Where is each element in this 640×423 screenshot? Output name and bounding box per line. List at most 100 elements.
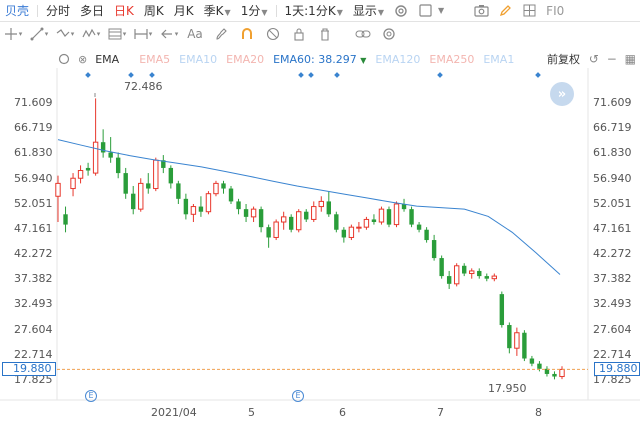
minus-icon[interactable]: − bbox=[606, 52, 617, 66]
candle[interactable] bbox=[477, 270, 482, 277]
candle[interactable] bbox=[393, 203, 400, 226]
event-marker[interactable] bbox=[535, 72, 541, 78]
grid-icon[interactable]: ▦ bbox=[624, 52, 636, 66]
candle[interactable] bbox=[70, 177, 76, 190]
candle[interactable] bbox=[469, 270, 475, 275]
pencil-icon[interactable] bbox=[496, 2, 514, 20]
candle[interactable] bbox=[334, 214, 339, 230]
candle[interactable] bbox=[115, 157, 121, 174]
lock-icon[interactable] bbox=[288, 24, 310, 44]
candle[interactable] bbox=[273, 221, 279, 238]
candle[interactable] bbox=[514, 332, 520, 349]
candle[interactable] bbox=[529, 358, 535, 364]
candle[interactable] bbox=[85, 167, 91, 171]
candle[interactable] bbox=[341, 229, 347, 238]
candle[interactable] bbox=[92, 141, 99, 174]
candle[interactable] bbox=[138, 182, 144, 210]
candle[interactable] bbox=[213, 182, 219, 195]
indicator-settings-icon[interactable] bbox=[58, 53, 72, 65]
text-tool-icon[interactable]: Aa bbox=[187, 27, 203, 41]
candle[interactable] bbox=[190, 206, 197, 215]
brush-tool-icon[interactable] bbox=[210, 24, 232, 44]
link-icon[interactable] bbox=[352, 24, 374, 44]
event-marker[interactable] bbox=[149, 72, 155, 78]
chart-svg[interactable] bbox=[0, 68, 640, 423]
candle[interactable] bbox=[176, 183, 181, 199]
eye-icon[interactable] bbox=[262, 24, 284, 44]
period-multiday[interactable]: 多日 bbox=[80, 4, 105, 18]
candle[interactable] bbox=[168, 167, 174, 184]
candle[interactable] bbox=[296, 211, 302, 231]
settings-icon[interactable] bbox=[378, 24, 400, 44]
candle[interactable] bbox=[446, 276, 452, 284]
event-marker[interactable] bbox=[128, 72, 134, 78]
candle[interactable] bbox=[371, 219, 377, 223]
checkbox-icon[interactable] bbox=[416, 2, 434, 20]
range-tool-icon[interactable]: ▾ bbox=[132, 24, 154, 44]
candlestick-chart[interactable]: 71.609 66.719 61.830 56.940 52.051 47.161 42.2… bbox=[0, 68, 640, 423]
wave-tool-icon[interactable]: ▾ bbox=[80, 24, 102, 44]
candle[interactable] bbox=[363, 218, 370, 228]
period-quarterly-k[interactable]: 季K▼ bbox=[199, 2, 236, 19]
candle[interactable] bbox=[221, 183, 226, 189]
event-marker[interactable] bbox=[308, 72, 314, 78]
candle[interactable] bbox=[108, 152, 113, 158]
indicator-name[interactable]: EMA bbox=[95, 52, 120, 66]
candle[interactable] bbox=[77, 170, 84, 179]
event-marker[interactable] bbox=[298, 72, 304, 78]
candle[interactable] bbox=[431, 240, 437, 259]
adjust-mode[interactable]: 前复权 bbox=[547, 53, 580, 66]
candle[interactable] bbox=[507, 325, 512, 349]
candle[interactable] bbox=[544, 368, 550, 374]
candle[interactable] bbox=[266, 227, 271, 238]
gear-icon[interactable] bbox=[392, 2, 410, 20]
candle[interactable] bbox=[559, 368, 565, 378]
candle[interactable] bbox=[409, 209, 414, 225]
camera-icon[interactable] bbox=[472, 2, 490, 20]
candle[interactable] bbox=[499, 294, 505, 326]
period-timeshare[interactable]: 分时 bbox=[46, 4, 71, 18]
candle[interactable] bbox=[146, 183, 151, 189]
candle[interactable] bbox=[100, 142, 106, 153]
event-marker[interactable] bbox=[437, 72, 443, 78]
candle[interactable] bbox=[63, 214, 68, 225]
line-tool-icon[interactable]: ▾ bbox=[28, 24, 50, 44]
candle[interactable] bbox=[304, 211, 309, 220]
candle[interactable] bbox=[280, 216, 287, 223]
candle[interactable] bbox=[401, 203, 407, 210]
trend-tool-icon[interactable]: ▾ bbox=[54, 24, 76, 44]
event-badge-icon[interactable]: E bbox=[292, 390, 304, 402]
candle[interactable] bbox=[55, 182, 61, 197]
arrow-tool-icon[interactable]: ▾ bbox=[158, 24, 180, 44]
candle[interactable] bbox=[462, 265, 467, 274]
period-daily-k[interactable]: 日K bbox=[114, 4, 134, 18]
period-weekly-k[interactable]: 周K bbox=[143, 4, 164, 18]
candle[interactable] bbox=[522, 332, 527, 359]
candle[interactable] bbox=[258, 209, 264, 228]
candle[interactable] bbox=[236, 201, 241, 210]
candle[interactable] bbox=[552, 373, 557, 377]
grid-icon[interactable] bbox=[520, 2, 538, 20]
cross-cursor-icon[interactable]: ▾ bbox=[2, 24, 24, 44]
chevron-down-icon[interactable]: ▼ bbox=[438, 6, 445, 15]
candle[interactable] bbox=[484, 276, 489, 279]
display-menu[interactable]: 显示▼ bbox=[348, 2, 389, 19]
period-monthly-k[interactable]: 月K bbox=[173, 4, 194, 18]
candle[interactable] bbox=[288, 216, 294, 230]
candle[interactable] bbox=[439, 258, 444, 277]
candle[interactable] bbox=[416, 224, 422, 230]
fib-tool-icon[interactable]: ▾ bbox=[106, 24, 128, 44]
undo-icon[interactable]: ↺ bbox=[588, 52, 599, 66]
candle[interactable] bbox=[378, 208, 385, 223]
candle[interactable] bbox=[326, 201, 332, 215]
minute-selector[interactable]: 1分▼ bbox=[236, 2, 273, 19]
candle[interactable] bbox=[123, 173, 128, 194]
candle[interactable] bbox=[311, 206, 317, 220]
event-marker[interactable] bbox=[334, 72, 340, 78]
candle[interactable] bbox=[198, 206, 204, 212]
candle[interactable] bbox=[183, 198, 189, 215]
trash-icon[interactable] bbox=[314, 24, 336, 44]
candle[interactable] bbox=[386, 209, 392, 225]
candle[interactable] bbox=[205, 193, 212, 213]
scroll-right-button[interactable]: » bbox=[550, 82, 574, 106]
